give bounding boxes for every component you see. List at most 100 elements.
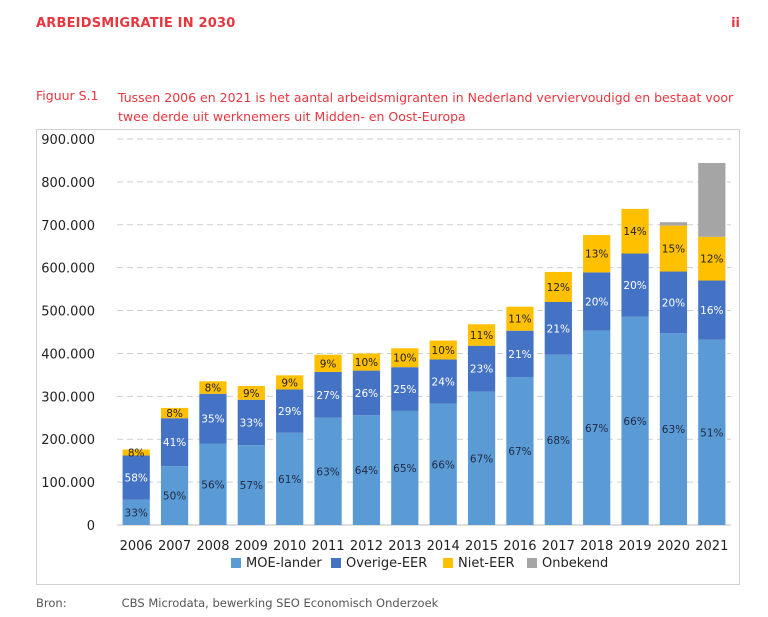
bar-segment (122, 449, 150, 456)
legend-swatch (527, 558, 537, 568)
data-label: 67% (585, 423, 608, 435)
legend-swatch (331, 558, 341, 568)
data-label: 9% (320, 358, 337, 370)
figure-caption: Tussen 2006 en 2021 is het aantal arbeid… (118, 90, 734, 124)
bar-segment (429, 403, 457, 525)
bar-segment (659, 271, 688, 334)
data-label: 12% (547, 282, 570, 294)
data-label: 11% (508, 314, 531, 326)
data-label: 20% (585, 297, 608, 309)
bar-segment (467, 345, 496, 392)
x-tick-label: 2011 (312, 539, 345, 554)
data-label: 8% (205, 383, 222, 395)
bar-segment (199, 443, 227, 525)
bar-segment (506, 330, 534, 378)
bar-segment (429, 359, 457, 404)
data-label: 20% (662, 297, 685, 309)
data-label: 26% (355, 388, 378, 400)
data-label: 41% (163, 437, 186, 449)
bar-segment (160, 466, 189, 525)
bar-segment (544, 271, 572, 302)
x-tick-label: 2008 (196, 539, 229, 554)
data-label: 16% (700, 305, 723, 317)
x-tick-label: 2007 (158, 539, 191, 554)
bar-segment (583, 272, 611, 331)
bar-segment (391, 367, 419, 411)
bar-segment (314, 371, 342, 418)
x-tick-label: 2006 (120, 539, 153, 554)
chart-frame: 0 100.000 200.000 300.000 400.000 500.000 600.… (36, 129, 740, 585)
source-text: CBS Microdata, bewerking SEO Economisch … (121, 596, 439, 610)
legend-swatch (443, 558, 453, 568)
data-label: 21% (508, 349, 531, 361)
y-tick-label: 800.000 (41, 176, 95, 191)
data-label: 8% (128, 448, 145, 460)
data-label: 63% (662, 424, 685, 436)
data-label: 20% (623, 280, 646, 292)
bar-segment (352, 370, 381, 416)
data-label: 64% (355, 465, 378, 477)
source-label: Bron: (36, 596, 67, 610)
legend-label: Overige-EER (346, 556, 427, 571)
data-label: 67% (470, 453, 493, 465)
data-label: 33% (125, 507, 148, 519)
bar-segment (237, 386, 265, 400)
x-tick-label: 2009 (235, 539, 268, 554)
data-label: 24% (432, 377, 455, 389)
x-tick-label: 2021 (695, 539, 728, 554)
bar-segment (698, 280, 726, 340)
bar-segment (659, 333, 688, 525)
data-label: 14% (623, 226, 646, 238)
data-label: 8% (166, 408, 183, 420)
x-tick-label: 2017 (542, 539, 575, 554)
data-label: 27% (316, 390, 339, 402)
figure-label: Figuur S.1 (36, 88, 99, 103)
bar-segment (621, 316, 649, 525)
data-label: 12% (700, 254, 723, 266)
bar-segment (429, 340, 457, 360)
y-tick-label: 0 (87, 519, 95, 534)
data-label: 66% (432, 459, 455, 471)
bar-segment (583, 235, 611, 273)
y-tick-label: 500.000 (41, 305, 95, 320)
y-tick-label: 400.000 (41, 347, 95, 362)
bar-segment (659, 225, 688, 272)
data-label: 66% (623, 416, 646, 428)
x-tick-label: 2010 (273, 539, 306, 554)
bar-segment (276, 389, 304, 433)
data-label: 51% (700, 427, 723, 439)
bar-segment (160, 418, 189, 467)
y-tick-label: 300.000 (41, 390, 95, 405)
legend-label: Niet-EER (458, 556, 515, 571)
data-label: 56% (201, 479, 224, 491)
legend-label: MOE-lander (246, 556, 322, 571)
y-tick-label: 700.000 (41, 219, 95, 234)
data-label: 50% (163, 491, 186, 503)
x-tick-label: 2018 (580, 539, 613, 554)
data-label: 13% (585, 249, 608, 261)
y-tick-label: 600.000 (41, 262, 95, 277)
x-tick-label: 2020 (657, 539, 690, 554)
y-tick-label: 200.000 (41, 433, 95, 448)
legend-swatch (231, 558, 241, 568)
bar-segment (506, 377, 534, 525)
bar-segment (276, 375, 304, 390)
x-tick-label: 2012 (350, 539, 383, 554)
x-tick-label: 2016 (503, 539, 536, 554)
data-label: 29% (278, 406, 301, 418)
bar-segment (199, 381, 227, 394)
legend-label: Onbekend (542, 556, 608, 571)
data-label: 63% (316, 466, 339, 478)
x-tick-label: 2019 (619, 539, 652, 554)
bar-segment (698, 163, 726, 237)
report-title: ARBEIDSMIGRATIE IN 2030 (36, 16, 236, 31)
data-label: 68% (547, 435, 570, 447)
bar-segment (314, 354, 342, 372)
stacked-bar-chart: 0 100.000 200.000 300.000 400.000 500.000 600.… (41, 133, 731, 571)
data-label: 11% (470, 330, 493, 342)
bar-segment (314, 417, 342, 525)
x-tick-label: 2014 (427, 539, 460, 554)
bar-segment (544, 354, 572, 525)
data-label: 23% (470, 364, 493, 376)
data-label: 10% (393, 353, 416, 365)
